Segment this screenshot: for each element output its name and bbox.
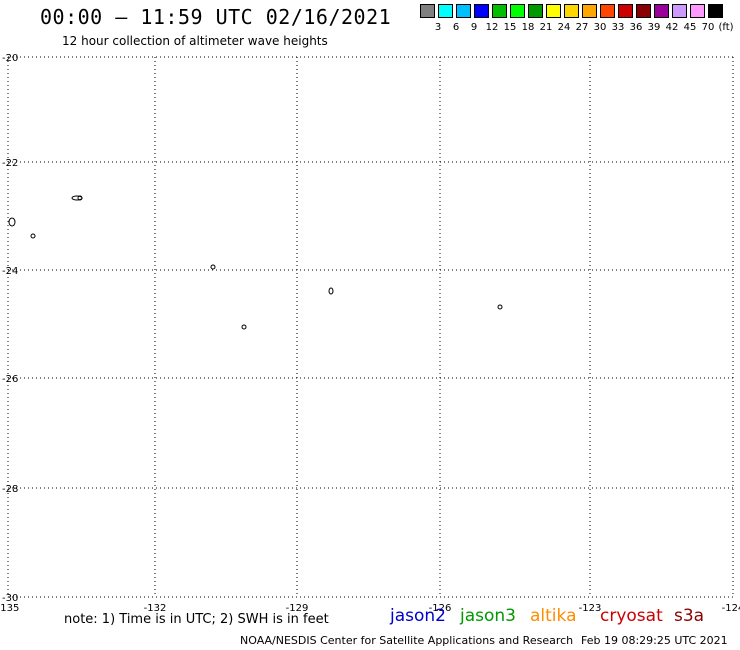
scale-label: 70 (701, 22, 715, 33)
island-outline (497, 304, 503, 310)
scale-swatch (672, 4, 687, 18)
chart-title: 00:00 — 11:59 UTC 02/16/2021 (40, 5, 392, 29)
satellite-legend-altika: altika (530, 606, 577, 626)
scale-label: (ft) (718, 22, 734, 33)
chart-subtitle: 12 hour collection of altimeter wave hei… (62, 34, 328, 48)
satellite-legend-jason2: jason2 (390, 606, 446, 626)
y-tick-label: -20 (2, 53, 18, 64)
scale-swatch (600, 4, 615, 18)
island-outline (71, 195, 83, 201)
y-tick-label: -22 (2, 158, 18, 169)
footnote: note: 1) Time is in UTC; 2) SWH is in fe… (64, 612, 329, 627)
scale-label: 15 (503, 22, 517, 33)
scale-swatch (636, 4, 651, 18)
y-tick-label: -24 (2, 266, 18, 277)
scale-swatch (528, 4, 543, 18)
island-outline (328, 287, 334, 295)
island-outline (30, 233, 36, 239)
scale-swatch (510, 4, 525, 18)
island-outline (8, 217, 16, 227)
island-outline (241, 324, 247, 330)
scale-swatch (420, 4, 435, 18)
scale-label: 33 (611, 22, 625, 33)
scale-swatch (438, 4, 453, 18)
scale-swatch (492, 4, 507, 18)
x-tick-label: -135 (0, 603, 19, 614)
scale-label: 21 (539, 22, 553, 33)
scale-swatch (564, 4, 579, 18)
scale-swatch (474, 4, 489, 18)
scale-swatch (690, 4, 705, 18)
scale-swatch (582, 4, 597, 18)
x-tick-label: -124 (722, 603, 740, 614)
scale-label: 45 (683, 22, 697, 33)
scale-label: 24 (557, 22, 571, 33)
scale-swatch (456, 4, 471, 18)
scale-label: 9 (470, 22, 478, 33)
scale-label: 39 (647, 22, 661, 33)
axis-ticks: -20 -22 -24 -26 -28 -30-135 -132 -129 -126 -123 -1… (0, 53, 740, 614)
scale-label: 3 (434, 22, 442, 33)
x-tick-label: -129 (286, 603, 309, 614)
scale-label: 6 (452, 22, 460, 33)
scale-label: 36 (629, 22, 643, 33)
grid (7, 56, 735, 598)
island-outline (210, 264, 216, 270)
scale-label: 42 (665, 22, 679, 33)
x-tick-label: -123 (579, 603, 602, 614)
scale-label: 27 (575, 22, 589, 33)
scale-swatch (618, 4, 633, 18)
island-outline (77, 195, 83, 201)
satellite-legend-cryosat: cryosat (600, 606, 663, 626)
satellite-legend-jason3: jason3 (460, 606, 516, 626)
x-tick-label: -132 (144, 603, 167, 614)
footer-credit: NOAA/NESDIS Center for Satellite Applica… (240, 634, 574, 647)
x-tick-label: -126 (429, 603, 452, 614)
footer-timestamp: Feb 19 08:29:25 UTC 2021 (581, 634, 728, 647)
y-tick-label: -26 (2, 374, 18, 385)
scale-swatch (708, 4, 723, 18)
scale-label: 12 (485, 22, 499, 33)
island-outlines (8, 195, 503, 330)
scale-swatch (654, 4, 669, 18)
y-tick-label: -28 (2, 484, 18, 495)
scale-label: 18 (521, 22, 535, 33)
scale-swatch (546, 4, 561, 18)
y-tick-label: -30 (2, 593, 18, 604)
satellite-legend-s3a: s3a (674, 606, 705, 626)
scale-label: 30 (593, 22, 607, 33)
